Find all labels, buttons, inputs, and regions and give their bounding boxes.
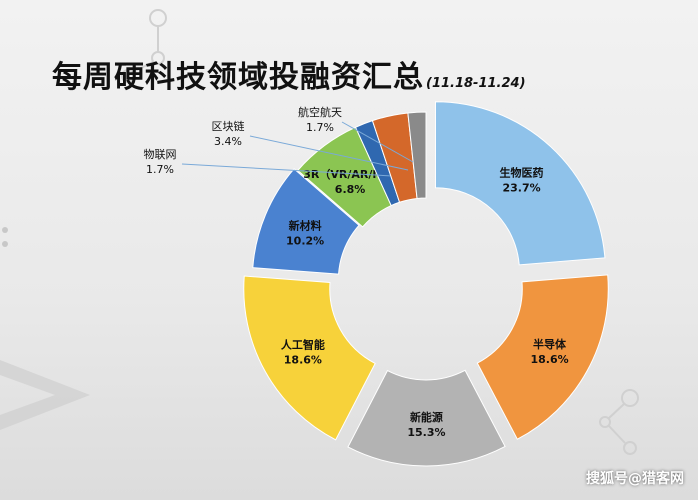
slice-value-label: 1.7%: [306, 121, 334, 134]
chart-title-block: 每周硬科技领域投融资汇总 (11.18-11.24): [52, 52, 526, 96]
decor-node-icon: [621, 389, 639, 407]
slice-value-label: 23.7%: [502, 181, 540, 194]
slice-label: 新材料: [289, 218, 322, 232]
decor-node-icon: [599, 416, 611, 428]
decor-node-icon: [121, 69, 135, 83]
leader-line: [341, 121, 414, 163]
watermark: 搜狐号@猎客网: [586, 471, 684, 487]
pie-slice: [252, 168, 360, 275]
pie-slice: [243, 275, 376, 441]
slice-value-label: 18.6%: [530, 353, 568, 366]
decor-chevron-icon: [0, 360, 90, 430]
slice-value-label: 15.3%: [407, 426, 445, 439]
slice-label: 航空航天: [298, 105, 342, 119]
slice-value-label: 3.4%: [214, 135, 242, 148]
slice-value-label: 6.8%: [335, 183, 366, 196]
slice-label: 3R（VR/AR/MR): [303, 168, 397, 181]
slice-label: 新能源: [410, 410, 443, 424]
slice-label: 区块链: [212, 119, 245, 133]
slice-value-label: 1.7%: [146, 163, 174, 176]
chart-title: 每周硬科技领域投融资汇总: [52, 60, 424, 95]
slice-label: 生物医药: [500, 165, 544, 179]
chart-subtitle: (11.18-11.24): [426, 76, 526, 91]
leader-line: [249, 135, 409, 171]
slice-label: 人工智能: [281, 338, 325, 352]
pie-slice: [407, 111, 427, 200]
leader-line: [181, 163, 411, 178]
pie-slice: [434, 101, 606, 266]
slice-label: 物联网: [144, 147, 177, 161]
pie-slice: [347, 369, 506, 467]
slice-value-label: 18.6%: [284, 354, 322, 367]
decor-node-icon: [623, 441, 637, 455]
slice-value-label: 10.2%: [286, 234, 324, 247]
pie-slice: [476, 274, 609, 440]
slice-label: 半导体: [533, 337, 567, 351]
